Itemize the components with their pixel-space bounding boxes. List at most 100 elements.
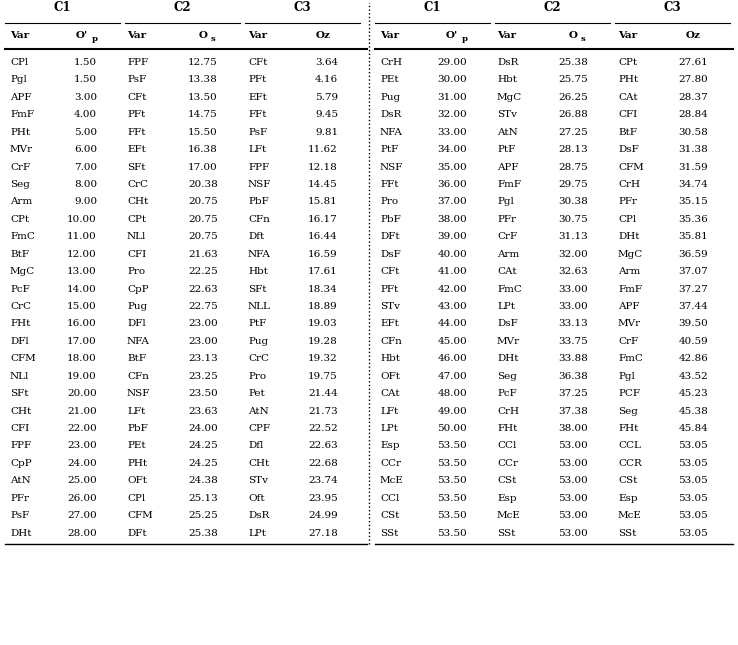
Text: 53.00: 53.00 bbox=[558, 476, 588, 485]
Text: 31.38: 31.38 bbox=[678, 145, 708, 154]
Text: PbF: PbF bbox=[380, 215, 401, 224]
Text: FmC: FmC bbox=[10, 232, 35, 241]
Text: DsF: DsF bbox=[380, 250, 401, 259]
Text: MVr: MVr bbox=[618, 319, 641, 328]
Text: 25.00: 25.00 bbox=[67, 476, 97, 485]
Text: NFA: NFA bbox=[380, 128, 403, 137]
Text: Pgl: Pgl bbox=[618, 372, 635, 381]
Text: CCl: CCl bbox=[380, 493, 399, 502]
Text: O: O bbox=[568, 31, 578, 40]
Text: 25.25: 25.25 bbox=[188, 511, 218, 520]
Text: PtF: PtF bbox=[248, 319, 266, 328]
Text: Seg: Seg bbox=[497, 372, 517, 381]
Text: CAt: CAt bbox=[380, 389, 399, 398]
Text: MVr: MVr bbox=[10, 145, 33, 154]
Text: FmF: FmF bbox=[10, 110, 34, 119]
Text: MgC: MgC bbox=[618, 250, 644, 259]
Text: LFt: LFt bbox=[127, 406, 145, 415]
Text: STv: STv bbox=[497, 110, 517, 119]
Text: 35.00: 35.00 bbox=[437, 163, 467, 172]
Text: 21.73: 21.73 bbox=[308, 406, 338, 415]
Text: 23.25: 23.25 bbox=[188, 372, 218, 381]
Text: 24.25: 24.25 bbox=[188, 441, 218, 450]
Text: CSt: CSt bbox=[380, 511, 399, 520]
Text: 33.00: 33.00 bbox=[558, 284, 588, 293]
Text: 37.27: 37.27 bbox=[678, 284, 708, 293]
Text: 26.88: 26.88 bbox=[558, 110, 588, 119]
Text: 18.00: 18.00 bbox=[67, 354, 97, 363]
Text: DHt: DHt bbox=[497, 354, 519, 363]
Text: Arm: Arm bbox=[10, 197, 32, 206]
Text: PHt: PHt bbox=[127, 459, 147, 468]
Text: 24.00: 24.00 bbox=[67, 459, 97, 468]
Text: PFr: PFr bbox=[618, 197, 637, 206]
Text: C1: C1 bbox=[424, 1, 441, 14]
Text: FHt: FHt bbox=[10, 319, 30, 328]
Text: NSF: NSF bbox=[380, 163, 404, 172]
Text: 24.99: 24.99 bbox=[308, 511, 338, 520]
Text: 43.52: 43.52 bbox=[678, 372, 708, 381]
Text: PbF: PbF bbox=[248, 197, 269, 206]
Text: MgC: MgC bbox=[10, 267, 35, 276]
Text: CAt: CAt bbox=[618, 93, 638, 102]
Text: PtF: PtF bbox=[497, 145, 515, 154]
Text: 33.00: 33.00 bbox=[437, 128, 467, 137]
Text: CAt: CAt bbox=[497, 267, 517, 276]
Text: 42.00: 42.00 bbox=[437, 284, 467, 293]
Text: CCR: CCR bbox=[618, 459, 642, 468]
Text: Pug: Pug bbox=[127, 302, 147, 311]
Text: 19.00: 19.00 bbox=[67, 372, 97, 381]
Text: Var: Var bbox=[497, 31, 516, 40]
Text: 53.05: 53.05 bbox=[678, 459, 708, 468]
Text: C3: C3 bbox=[663, 1, 681, 14]
Text: 25.38: 25.38 bbox=[558, 58, 588, 67]
Text: SSt: SSt bbox=[380, 529, 399, 537]
Text: Oz: Oz bbox=[686, 31, 700, 40]
Text: PcF: PcF bbox=[10, 284, 30, 293]
Text: 37.00: 37.00 bbox=[437, 197, 467, 206]
Text: PFr: PFr bbox=[497, 215, 516, 224]
Text: FPF: FPF bbox=[127, 58, 148, 67]
Text: 47.00: 47.00 bbox=[437, 372, 467, 381]
Text: NSF: NSF bbox=[127, 389, 151, 398]
Text: 53.50: 53.50 bbox=[437, 529, 467, 537]
Text: EFt: EFt bbox=[380, 319, 399, 328]
Text: CFI: CFI bbox=[127, 250, 146, 259]
Text: 16.44: 16.44 bbox=[308, 232, 338, 241]
Text: 40.59: 40.59 bbox=[678, 337, 708, 346]
Text: PFt: PFt bbox=[380, 284, 399, 293]
Text: FHt: FHt bbox=[497, 424, 517, 433]
Text: LFt: LFt bbox=[248, 145, 266, 154]
Text: EFt: EFt bbox=[127, 145, 146, 154]
Text: SFt: SFt bbox=[127, 163, 145, 172]
Text: 49.00: 49.00 bbox=[437, 406, 467, 415]
Text: Pgl: Pgl bbox=[10, 75, 27, 84]
Text: 36.38: 36.38 bbox=[558, 372, 588, 381]
Text: 34.74: 34.74 bbox=[678, 180, 708, 189]
Text: Pro: Pro bbox=[248, 372, 266, 381]
Text: 53.05: 53.05 bbox=[678, 493, 708, 502]
Text: 33.88: 33.88 bbox=[558, 354, 588, 363]
Text: 20.75: 20.75 bbox=[188, 232, 218, 241]
Text: 27.18: 27.18 bbox=[308, 529, 338, 537]
Text: STv: STv bbox=[380, 302, 400, 311]
Text: AtN: AtN bbox=[248, 406, 269, 415]
Text: BtF: BtF bbox=[618, 128, 637, 137]
Text: CFI: CFI bbox=[618, 110, 637, 119]
Text: EFt: EFt bbox=[248, 93, 267, 102]
Text: 53.50: 53.50 bbox=[437, 493, 467, 502]
Text: LPt: LPt bbox=[497, 302, 515, 311]
Text: CrF: CrF bbox=[618, 337, 638, 346]
Text: 39.50: 39.50 bbox=[678, 319, 708, 328]
Text: CpP: CpP bbox=[127, 284, 148, 293]
Text: PbF: PbF bbox=[127, 424, 148, 433]
Text: DHt: DHt bbox=[10, 529, 32, 537]
Text: CrC: CrC bbox=[10, 302, 31, 311]
Text: p: p bbox=[92, 35, 98, 43]
Text: 21.63: 21.63 bbox=[188, 250, 218, 259]
Text: Hbt: Hbt bbox=[380, 354, 400, 363]
Text: 53.05: 53.05 bbox=[678, 511, 708, 520]
Text: Hbt: Hbt bbox=[497, 75, 517, 84]
Text: Var: Var bbox=[380, 31, 399, 40]
Text: 30.38: 30.38 bbox=[558, 197, 588, 206]
